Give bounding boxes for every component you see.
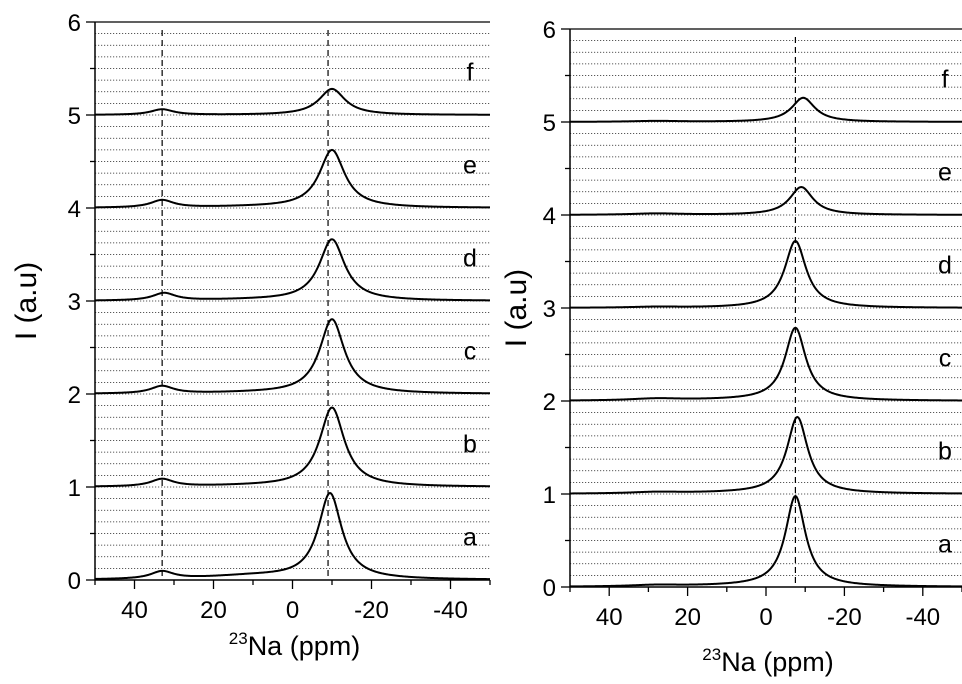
right-gridlines bbox=[570, 40, 962, 576]
left-spectrum-d bbox=[95, 238, 490, 302]
right-y-tick-label: 5 bbox=[543, 110, 556, 137]
right-spectrum-d bbox=[570, 239, 962, 309]
right-spectra bbox=[570, 96, 962, 587]
right-spectrum-b bbox=[570, 415, 962, 495]
left-series-label-c: c bbox=[464, 338, 477, 366]
left-x-tick-label: 0 bbox=[286, 597, 299, 624]
left-series-label-d: d bbox=[463, 245, 477, 273]
left-series-label-a: a bbox=[463, 524, 477, 552]
left-series-label-f: f bbox=[467, 59, 474, 87]
left-x-axis-label: 23Na (ppm) bbox=[229, 629, 360, 661]
left-spectra bbox=[95, 87, 490, 580]
left-spectrum-b bbox=[95, 406, 490, 488]
right-y-axis-label: I (a.u) bbox=[500, 269, 533, 347]
right-spectrum-c bbox=[570, 326, 962, 402]
right-y-tick-label: 2 bbox=[543, 389, 556, 416]
right-spectrum-f bbox=[570, 96, 962, 123]
left-spectrum-c bbox=[95, 318, 490, 395]
right-series-label-d: d bbox=[938, 252, 952, 280]
right-x-axis-label-superscript: 23 bbox=[702, 645, 721, 664]
right-y-tick-label: 6 bbox=[543, 17, 556, 44]
left-y-axis-label: I (a.u) bbox=[10, 262, 43, 340]
right-y-tick-label: 0 bbox=[543, 575, 556, 602]
right-spectrum-a bbox=[570, 494, 962, 587]
left-x-tick-label: -40 bbox=[433, 597, 468, 624]
left-x-axis-label-superscript: 23 bbox=[229, 629, 248, 648]
left-x-tick-label: -20 bbox=[354, 597, 389, 624]
left-y-tick-label: 3 bbox=[68, 289, 81, 316]
right-x-tick-label: -20 bbox=[827, 604, 862, 631]
left-spectrum-e bbox=[95, 148, 490, 209]
right-x-tick-label: 0 bbox=[759, 604, 772, 631]
right-series-label-e: e bbox=[938, 159, 952, 187]
right-x-tick-label: 40 bbox=[596, 604, 623, 631]
left-y-tick-label: 1 bbox=[68, 475, 81, 502]
left-x-axis-label-text: Na (ppm) bbox=[248, 631, 361, 661]
right-y-tick-label: 1 bbox=[543, 482, 556, 509]
left-series-label-e: e bbox=[463, 152, 477, 180]
right-x-tick-label: -40 bbox=[905, 604, 940, 631]
left-x-tick-label: 40 bbox=[121, 597, 148, 624]
left-x-tick-label: 20 bbox=[200, 597, 227, 624]
left-y-tick-label: 4 bbox=[68, 196, 81, 223]
left-y-tick-label: 0 bbox=[68, 568, 81, 595]
left-series-label-b: b bbox=[463, 431, 477, 459]
right-x-axis-label-text: Na (ppm) bbox=[721, 647, 834, 677]
right-x-axis-label: 23Na (ppm) bbox=[702, 645, 833, 677]
right-series-label-a: a bbox=[938, 531, 952, 559]
right-spectrum-e bbox=[570, 186, 962, 216]
right-y-tick-label: 3 bbox=[543, 296, 556, 323]
right-y-tick-label: 4 bbox=[543, 203, 556, 230]
left-spectrum-a bbox=[95, 491, 490, 580]
left-y-tick-label: 2 bbox=[68, 382, 81, 409]
left-y-tick-label: 6 bbox=[68, 10, 81, 37]
right-series-label-b: b bbox=[938, 438, 952, 466]
left-y-tick-label: 5 bbox=[68, 103, 81, 130]
right-series-label-f: f bbox=[942, 66, 949, 94]
right-x-tick-label: 20 bbox=[674, 604, 701, 631]
right-series-label-c: c bbox=[939, 345, 952, 373]
left-spectrum-f bbox=[95, 87, 490, 116]
